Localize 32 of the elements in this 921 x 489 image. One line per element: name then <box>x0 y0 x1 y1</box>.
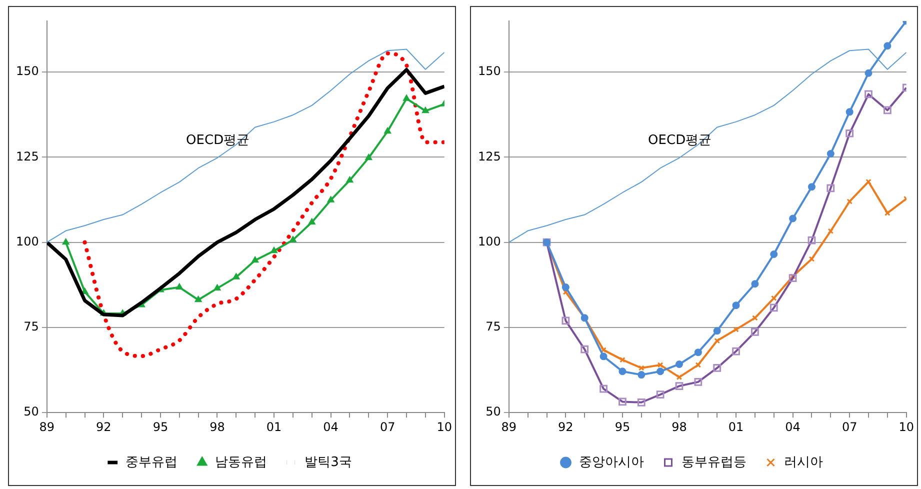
y-tick-label: 100 <box>478 234 501 248</box>
x-tick-label: 01 <box>266 420 282 434</box>
x-tick-label: 92 <box>558 420 574 434</box>
legend-label: 발틱3국 <box>304 454 352 470</box>
legend-label: 남동유럽 <box>215 454 268 470</box>
x-tick-label: 95 <box>614 420 630 434</box>
x-tick-label: 95 <box>152 420 168 434</box>
x-tick-label: 10 <box>436 420 452 434</box>
y-tick-label: 50 <box>24 404 39 419</box>
y-tick-label: 75 <box>486 320 501 334</box>
y-tick-label: 75 <box>24 320 39 334</box>
y-tick-label: 100 <box>16 234 39 248</box>
legend-label: 중앙아시아 <box>578 454 644 470</box>
x-tick-label: 98 <box>210 420 225 434</box>
x-tick-label: 89 <box>39 420 55 434</box>
y-tick-label: 150 <box>478 64 501 78</box>
x-tick-label: 92 <box>96 420 112 434</box>
legend-label: 중부유럽 <box>126 454 178 470</box>
x-tick-label: 07 <box>380 420 396 434</box>
y-tick-label: 150 <box>16 64 39 78</box>
y-tick-label: 125 <box>16 149 39 164</box>
y-tick-label: 125 <box>478 149 501 164</box>
x-tick-label: 04 <box>785 420 800 434</box>
x-tick-label: 01 <box>728 420 744 434</box>
legend-label: 동부유럽등 <box>681 454 746 470</box>
x-tick-label: 89 <box>501 420 517 434</box>
x-tick-label: 04 <box>323 420 338 434</box>
x-tick-label: 98 <box>672 420 687 434</box>
y-tick-label: 50 <box>486 404 501 419</box>
legend-label: 러시아 <box>784 454 823 470</box>
x-tick-label: 10 <box>898 420 914 434</box>
x-tick-label: 07 <box>842 420 858 434</box>
